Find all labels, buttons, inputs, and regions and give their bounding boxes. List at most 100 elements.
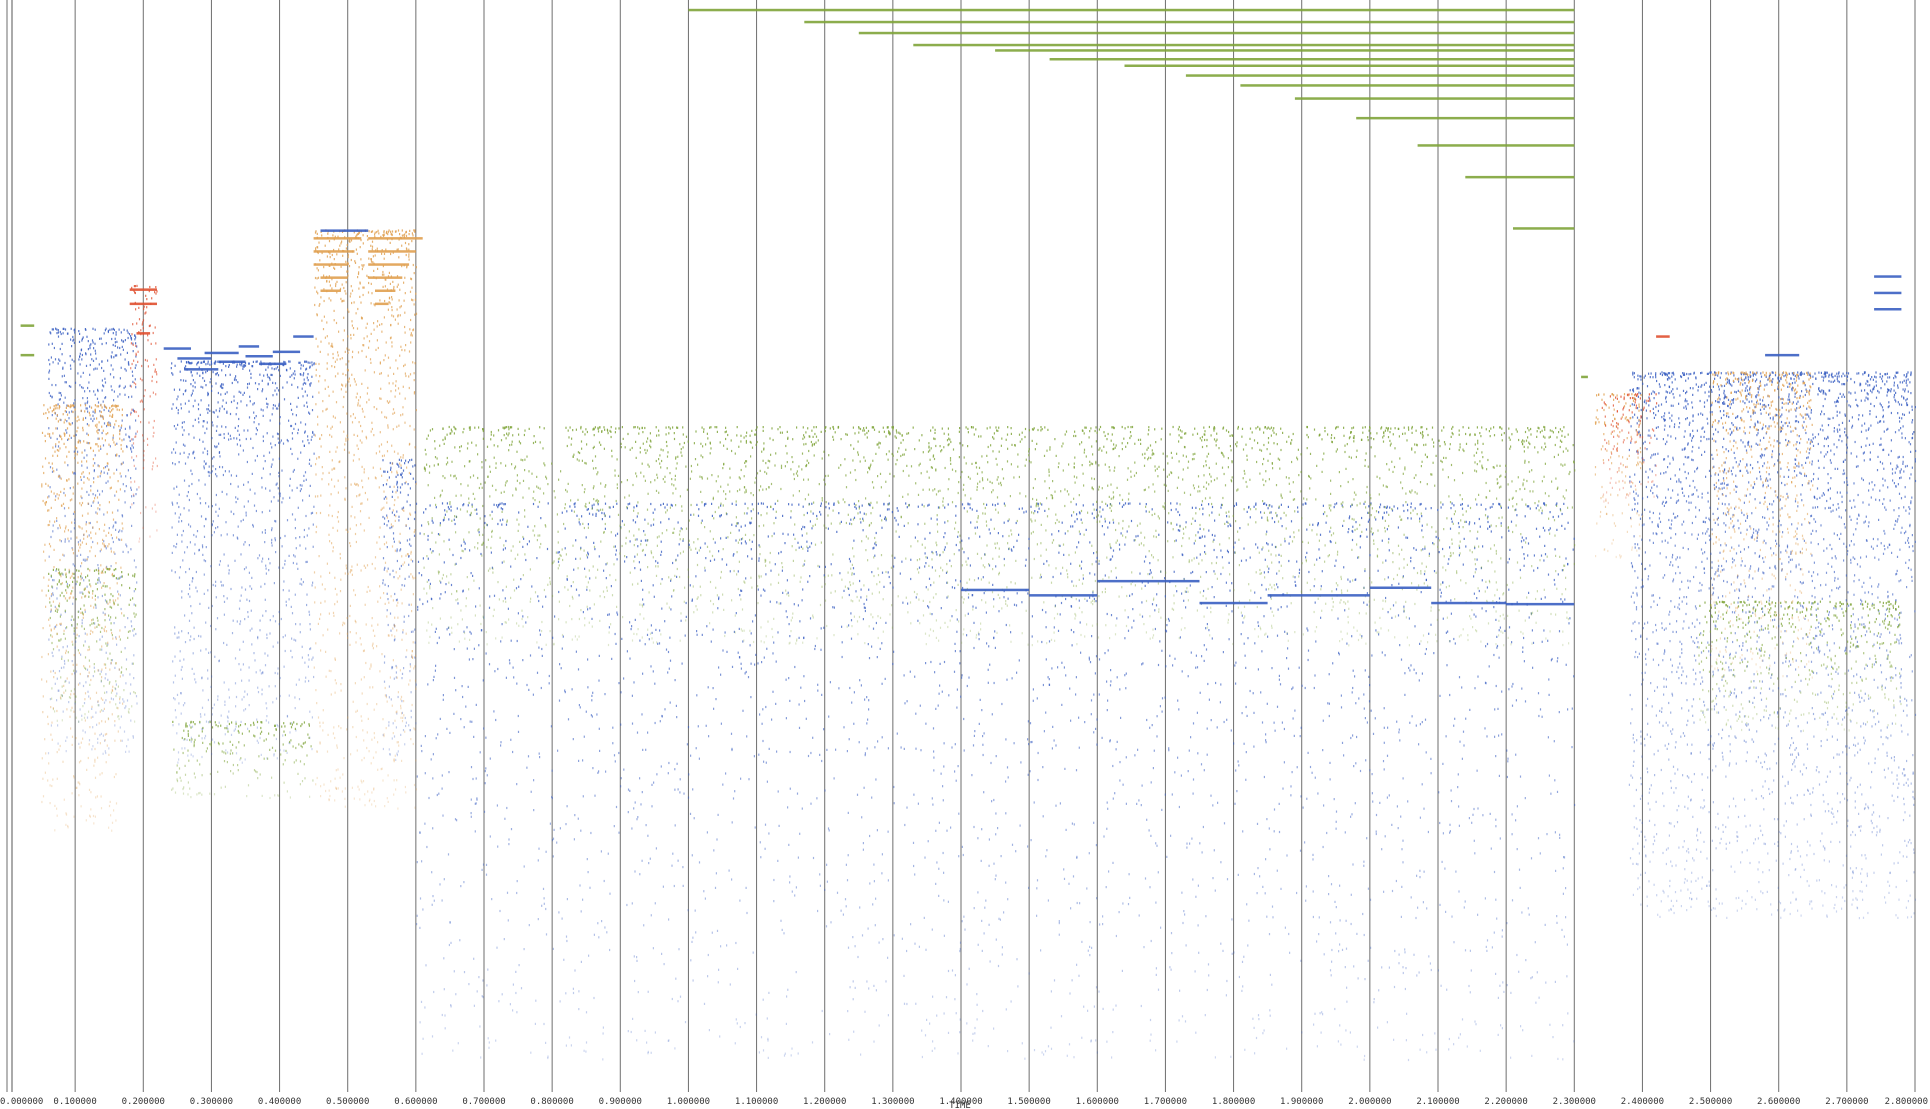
- data-point: [1512, 682, 1514, 686]
- data-point: [647, 1050, 649, 1053]
- data-point: [49, 698, 51, 701]
- data-point: [921, 1055, 923, 1059]
- data-point: [679, 778, 681, 781]
- data-point: [735, 1018, 737, 1021]
- data-point: [404, 577, 406, 580]
- data-point: [826, 880, 828, 883]
- data-point: [184, 641, 187, 644]
- data-point: [876, 656, 878, 659]
- data-point: [399, 567, 401, 570]
- data-point: [539, 633, 541, 636]
- data-point: [67, 438, 69, 441]
- data-point: [208, 404, 210, 407]
- data-point: [453, 648, 455, 651]
- data-point: [260, 360, 262, 363]
- data-point: [1442, 547, 1444, 551]
- data-point: [202, 377, 204, 380]
- data-point: [667, 671, 669, 674]
- data-point: [1438, 551, 1440, 554]
- data-point: [1306, 551, 1308, 554]
- data-point: [1112, 549, 1115, 552]
- data-point: [726, 650, 728, 653]
- data-point: [116, 643, 118, 646]
- data-point: [872, 547, 874, 550]
- data-point: [227, 720, 229, 723]
- data-point: [1101, 525, 1103, 528]
- data-point: [56, 677, 58, 680]
- data-point: [299, 361, 301, 364]
- data-point: [809, 575, 811, 578]
- data-point: [735, 539, 737, 542]
- data-point: [788, 503, 790, 506]
- data-point: [752, 951, 754, 954]
- data-point: [50, 436, 52, 439]
- data-point: [1220, 549, 1222, 552]
- data-point: [249, 400, 251, 403]
- data-point: [1306, 797, 1308, 800]
- data-point: [1414, 625, 1416, 628]
- data-point: [1491, 505, 1493, 508]
- data-point: [1399, 739, 1401, 742]
- data-point: [193, 450, 195, 453]
- data-point: [135, 695, 138, 698]
- data-point: [591, 694, 593, 697]
- data-point: [729, 570, 731, 573]
- data-point: [401, 711, 403, 714]
- data-point: [113, 376, 115, 379]
- data-point: [557, 551, 559, 554]
- data-point: [264, 664, 267, 667]
- data-point: [1027, 738, 1029, 741]
- data-point: [1079, 621, 1081, 624]
- data-point: [887, 830, 889, 833]
- data-point: [59, 398, 61, 401]
- data-point: [1335, 932, 1337, 935]
- data-point: [291, 612, 294, 615]
- data-point: [244, 708, 247, 711]
- data-point: [383, 497, 385, 500]
- data-point: [246, 460, 248, 464]
- data-point: [976, 509, 978, 512]
- data-point: [1216, 556, 1218, 559]
- data-point: [1144, 877, 1147, 880]
- data-point: [1511, 813, 1513, 816]
- data-point: [408, 555, 410, 558]
- data-point: [198, 366, 200, 369]
- data-point: [1073, 1056, 1075, 1059]
- data-point: [903, 1002, 906, 1005]
- data-point: [102, 384, 104, 387]
- data-point: [242, 663, 244, 666]
- data-point: [634, 521, 637, 524]
- data-point: [208, 505, 210, 508]
- data-point: [1195, 506, 1197, 509]
- data-point: [1088, 658, 1090, 661]
- data-point: [194, 678, 196, 681]
- data-point: [235, 375, 237, 378]
- data-point: [64, 538, 66, 541]
- data-point: [1540, 597, 1542, 600]
- data-point: [1378, 511, 1380, 514]
- data-point: [1552, 1036, 1554, 1039]
- data-point: [765, 573, 767, 576]
- data-point: [1304, 502, 1306, 505]
- data-point: [388, 476, 390, 479]
- data-point: [1100, 515, 1102, 518]
- data-point: [212, 465, 214, 468]
- data-point: [1543, 502, 1545, 505]
- data-point: [135, 355, 137, 358]
- data-point: [537, 859, 539, 862]
- data-point: [1230, 524, 1232, 527]
- data-point: [300, 578, 302, 581]
- data-point: [99, 337, 101, 340]
- data-point: [176, 732, 178, 735]
- data-point: [1115, 934, 1117, 938]
- data-point: [80, 478, 82, 481]
- data-point: [135, 342, 137, 345]
- data-point: [746, 512, 748, 515]
- data-point: [1208, 629, 1210, 632]
- data-point: [207, 360, 209, 363]
- data-point: [191, 374, 193, 377]
- data-point: [193, 672, 195, 675]
- data-point: [225, 521, 227, 524]
- data-point: [68, 570, 71, 573]
- data-point: [217, 415, 219, 418]
